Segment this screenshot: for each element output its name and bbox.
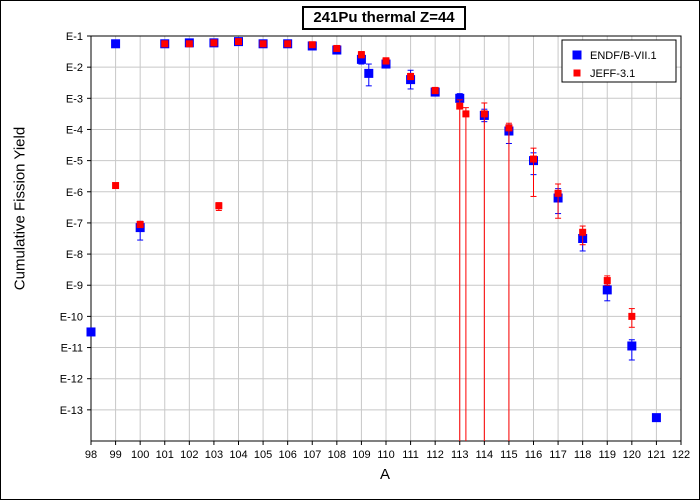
legend-box bbox=[561, 39, 677, 83]
x-tick-label: 122 bbox=[672, 449, 690, 461]
x-tick-label: 111 bbox=[402, 449, 419, 461]
x-tick-label: 105 bbox=[254, 449, 272, 461]
series-1 bbox=[112, 38, 636, 441]
data-point bbox=[364, 68, 374, 78]
legend-marker bbox=[573, 69, 581, 77]
series-layer bbox=[86, 37, 661, 441]
y-tick-label: E-1 bbox=[66, 31, 83, 43]
y-tick-label: E-3 bbox=[66, 93, 83, 105]
x-tick-label: 118 bbox=[574, 449, 592, 461]
data-point bbox=[284, 40, 292, 48]
data-point bbox=[627, 341, 637, 351]
data-point bbox=[407, 73, 415, 80]
x-tick-label: 115 bbox=[500, 449, 518, 461]
data-point bbox=[603, 277, 611, 285]
data-point bbox=[111, 39, 121, 49]
y-tick-label: E-10 bbox=[60, 311, 83, 323]
x-tick-label: 104 bbox=[229, 449, 247, 461]
data-point bbox=[628, 312, 636, 320]
data-point bbox=[112, 182, 120, 190]
legend-label: JEFF-3.1 bbox=[590, 68, 635, 80]
data-point bbox=[579, 228, 587, 236]
data-point bbox=[356, 54, 366, 64]
x-tick-label: 103 bbox=[205, 449, 223, 461]
x-tick-label: 119 bbox=[598, 449, 616, 461]
data-point bbox=[602, 285, 612, 295]
x-tick-label: 112 bbox=[426, 449, 444, 461]
x-tick-label: 110 bbox=[377, 449, 395, 461]
x-tick-label: 120 bbox=[623, 449, 641, 461]
data-point bbox=[554, 189, 562, 197]
legend-label: ENDF/B-VII.1 bbox=[590, 50, 657, 62]
data-point bbox=[235, 38, 242, 46]
data-point bbox=[259, 40, 267, 48]
x-tick-label: 108 bbox=[328, 449, 346, 461]
data-point bbox=[505, 124, 513, 132]
data-point bbox=[651, 413, 661, 423]
data-point bbox=[455, 93, 465, 103]
legend: ENDF/B-VII.1 JEFF-3.1 bbox=[561, 39, 677, 83]
x-tick-label: 101 bbox=[156, 449, 174, 461]
data-point bbox=[185, 40, 193, 48]
data-point bbox=[530, 155, 537, 163]
x-tick-label: 106 bbox=[278, 449, 296, 461]
y-tick-label: E-5 bbox=[66, 156, 83, 168]
y-tick-label: E-12 bbox=[60, 374, 83, 386]
y-tick-label: E-4 bbox=[66, 124, 83, 136]
y-tick-label: E-7 bbox=[66, 218, 83, 230]
x-tick-label: 121 bbox=[647, 449, 665, 461]
chart-title: 241Pu thermal Z=44 bbox=[302, 6, 466, 30]
x-axis: 98 99 100 101 102 103 104 105 106 107 108 109 110 111… bbox=[85, 441, 690, 461]
data-point bbox=[210, 39, 218, 47]
x-tick-label: 102 bbox=[180, 449, 198, 461]
x-tick-label: 117 bbox=[549, 449, 567, 461]
y-axis: E-1 E-2 E-3 E-4 E-5 E-6 E-7 E-8 E-9 E-10 E-11 E-12 E… bbox=[60, 31, 91, 417]
x-tick-label: 107 bbox=[303, 449, 321, 461]
data-point bbox=[308, 41, 316, 49]
data-point bbox=[382, 57, 390, 65]
data-point bbox=[333, 44, 341, 52]
x-axis-label: A bbox=[379, 466, 390, 483]
x-tick-label: 113 bbox=[451, 449, 469, 461]
y-tick-label: E-11 bbox=[61, 343, 83, 355]
x-tick-label: 109 bbox=[352, 449, 370, 461]
data-point bbox=[480, 110, 488, 118]
x-tick-label: 98 bbox=[85, 449, 97, 461]
data-point bbox=[462, 110, 470, 118]
grid bbox=[90, 35, 682, 441]
x-tick-label: 116 bbox=[525, 449, 543, 461]
data-point bbox=[357, 51, 365, 59]
x-tick-label: 99 bbox=[109, 449, 121, 461]
y-tick-label: E-13 bbox=[60, 405, 83, 417]
y-tick-label: E-9 bbox=[66, 280, 83, 292]
x-tick-label: 100 bbox=[131, 449, 149, 461]
x-tick-label: 114 bbox=[476, 449, 494, 461]
data-point bbox=[161, 40, 169, 48]
legend-marker bbox=[572, 50, 582, 60]
data-point bbox=[136, 220, 144, 228]
data-point bbox=[86, 327, 96, 337]
series-0 bbox=[86, 37, 661, 423]
y-tick-label: E-2 bbox=[66, 62, 83, 74]
data-point bbox=[215, 202, 223, 210]
data-point bbox=[431, 87, 439, 95]
y-tick-label: E-6 bbox=[66, 187, 83, 199]
data-point bbox=[456, 102, 464, 110]
y-tick-label: E-8 bbox=[66, 249, 83, 261]
